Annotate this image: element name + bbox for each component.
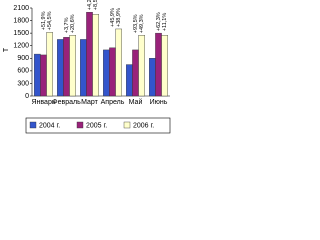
- bar: [138, 35, 145, 97]
- change-label: +38,9%: [116, 8, 122, 27]
- legend-swatch: [123, 121, 131, 129]
- y-tick-label: 1200: [13, 43, 29, 50]
- change-label: +62,3%: [156, 12, 162, 31]
- x-tick-label: Июнь: [150, 99, 168, 106]
- legend-label: 2004 г.: [39, 122, 60, 129]
- bar: [155, 32, 162, 97]
- legend-swatch: [29, 121, 37, 129]
- bar: [57, 39, 64, 97]
- legend: [25, 117, 171, 134]
- change-label: +93,5%: [133, 14, 139, 33]
- y-tick-label: 300: [17, 80, 29, 87]
- bar: [161, 35, 168, 97]
- x-tick-label: Март: [81, 99, 99, 106]
- y-tick-label: 0: [25, 93, 29, 100]
- change-label: +49,3%: [139, 14, 145, 33]
- legend-swatch: [76, 121, 84, 129]
- x-tick-label: Апрель: [101, 99, 125, 106]
- change-label: +11,1%: [162, 13, 168, 32]
- legend-label: 2005 г.: [86, 122, 107, 129]
- legend-label: 2006 г.: [133, 122, 154, 129]
- bar: [46, 32, 53, 97]
- y-tick-label: 1800: [13, 17, 29, 24]
- y-tick-label: 1500: [13, 30, 29, 37]
- bar: [34, 53, 41, 97]
- bar: [63, 37, 70, 97]
- change-label: +45,9%: [110, 8, 116, 27]
- bar: [92, 14, 99, 97]
- change-label: +51,9%: [41, 11, 47, 30]
- y-tick-label: 900: [17, 55, 29, 62]
- x-tick-label: Февраль: [52, 99, 81, 106]
- x-tick-label: Январь: [32, 99, 56, 106]
- y-tick-label: 2100: [13, 5, 29, 12]
- bar: [132, 49, 139, 97]
- bar: [86, 11, 93, 97]
- chart: Т 0 300 600 900 1200 1500 1800 2100 Январь +51,9%…: [3, 0, 171, 134]
- bar: [149, 58, 156, 97]
- change-label: +8,5%: [93, 0, 99, 10]
- x-tick-label: Май: [129, 98, 143, 106]
- bar: [109, 47, 116, 97]
- change-label: +3,7%: [64, 17, 70, 33]
- bar: [69, 35, 76, 97]
- bar: [80, 39, 87, 97]
- bar: [115, 28, 122, 97]
- change-label: +20,6%: [70, 14, 76, 33]
- y-tick-label: 600: [17, 68, 29, 75]
- change-label: +4,2%: [87, 0, 93, 10]
- change-label: +54,5%: [47, 11, 53, 30]
- y-axis-label: Т: [3, 47, 10, 52]
- bar: [40, 54, 47, 97]
- bar: [103, 49, 110, 97]
- bar: [126, 64, 133, 97]
